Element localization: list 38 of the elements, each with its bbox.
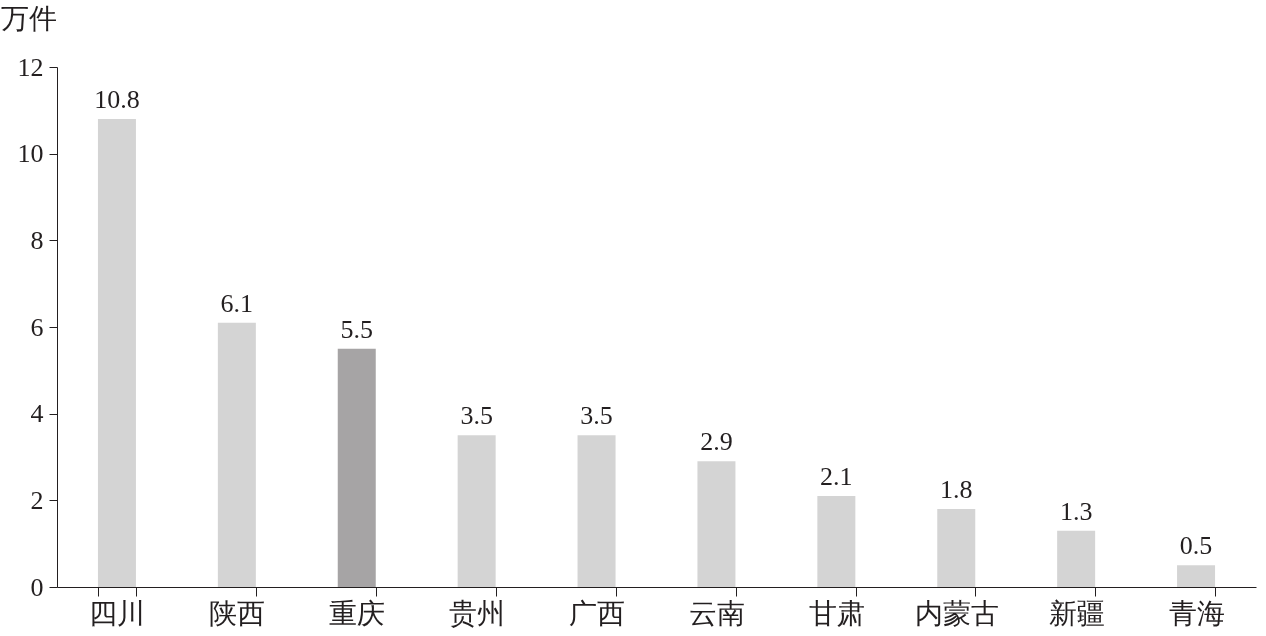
x-tick-label: 内蒙古 — [914, 597, 999, 629]
data-label: 5.5 — [340, 314, 373, 344]
data-label: 3.5 — [460, 401, 493, 431]
x-tick-label: 云南 — [688, 597, 745, 629]
data-label: 2.1 — [820, 462, 853, 491]
bar — [217, 322, 256, 587]
data-label: 1.3 — [1059, 496, 1093, 526]
y-tick-label: 6 — [30, 312, 44, 342]
data-label: 3.5 — [580, 401, 613, 431]
y-tick-label: 8 — [30, 225, 44, 255]
x-tick-label: 陕西 — [209, 597, 266, 629]
x-tick-label: 青海 — [1168, 597, 1225, 629]
data-label: 1.8 — [940, 475, 973, 504]
bar — [337, 348, 376, 587]
data-label: 10.8 — [94, 85, 140, 114]
bar — [817, 496, 856, 587]
bar — [457, 435, 496, 587]
x-tick-label: 甘肃 — [808, 597, 865, 629]
y-tick-label: 10 — [17, 139, 44, 169]
x-tick-label: 广西 — [569, 597, 626, 629]
bar — [937, 509, 976, 587]
bar — [577, 435, 616, 587]
data-label: 6.1 — [220, 288, 254, 318]
bar — [697, 461, 736, 587]
bar — [1177, 565, 1216, 587]
x-tick-label: 重庆 — [329, 597, 386, 629]
y-tick-label: 0 — [30, 572, 44, 602]
data-label: 0.5 — [1179, 531, 1213, 561]
y-tick-label: 4 — [30, 399, 44, 429]
y-tick-label: 2 — [30, 485, 44, 515]
bar — [1057, 530, 1096, 587]
x-tick-label: 贵州 — [449, 597, 506, 629]
y-tick-label: 12 — [17, 52, 44, 82]
x-tick-label: 新疆 — [1048, 597, 1105, 629]
bar — [97, 119, 136, 587]
data-label: 2.9 — [700, 427, 733, 457]
x-tick-label: 四川 — [89, 597, 146, 629]
y-axis-title: 万件 — [0, 2, 57, 34]
